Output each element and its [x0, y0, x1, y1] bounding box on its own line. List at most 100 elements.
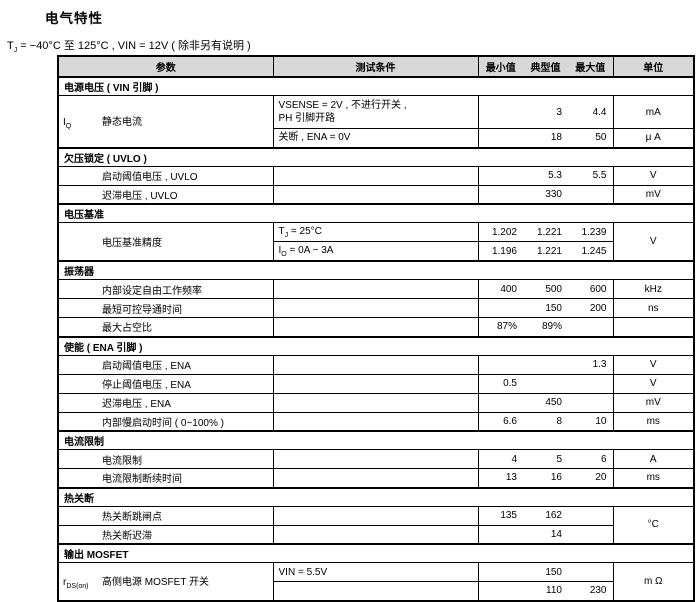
typ-value-cell: 5.3 — [523, 165, 568, 186]
data-row: IO = 0A − 3A 1.196 1.221 1.245 — [58, 241, 694, 262]
parameter-cell: rDS(on) 高侧电源 MOSFET 开关 — [57, 562, 274, 601]
section-label: 电压基准 — [57, 203, 695, 223]
parameter-cell: 内部慢启动时间 ( 0~100% ) — [57, 411, 274, 432]
col-header-parameter: 参数 — [57, 55, 274, 78]
unit-cell: V — [612, 165, 695, 186]
max-value-cell — [568, 562, 613, 582]
typ-value-cell: 150 — [523, 298, 568, 318]
test-condition-cell — [272, 373, 479, 394]
parameter-symbol: rDS(on) — [63, 576, 89, 590]
test-condition-cell — [272, 354, 479, 375]
test-condition-cell: TJ = 25°C — [272, 222, 479, 242]
unit-cell: V — [612, 222, 695, 262]
min-value-cell — [478, 298, 523, 318]
parameter-cell: 电流限制断续时间 — [57, 468, 274, 488]
section-label: 热关断 — [57, 486, 695, 507]
data-row: IQ 静态电流 VSENSE = 2V , 不进行开关 , PH 引脚开路 3 4.4 m… — [57, 95, 695, 148]
data-row: 最大占空比 87% 89% — [57, 317, 695, 337]
data-row: 电压基准精度 TJ = 25°C 1.202 1.221 1.239 V — [57, 222, 695, 262]
unit-cell: mV — [612, 392, 695, 413]
parameter-name: 高侧电源 MOSFET 开关 — [102, 576, 210, 588]
max-value-cell: 10 — [568, 411, 613, 432]
col-header-typ: 典型值 — [523, 55, 568, 78]
min-value-cell: 135 — [478, 505, 523, 526]
max-value-cell — [568, 373, 613, 394]
data-row: 电流限制断续时间 13 16 20 ms — [57, 468, 695, 488]
unit-cell: mA — [612, 95, 695, 129]
max-value-cell: 1.239 — [568, 222, 613, 242]
min-value-cell: 1.196 — [478, 241, 523, 262]
conditions-note-subscript: J — [13, 47, 18, 55]
unit-cell — [612, 317, 695, 337]
min-value-cell — [478, 184, 523, 205]
min-value-cell — [478, 524, 523, 545]
parameter-cell: 电流限制 — [57, 449, 274, 469]
test-condition-cell — [272, 449, 479, 469]
section-label: 振荡器 — [57, 260, 695, 280]
typ-value-cell: 5 — [523, 449, 568, 469]
section-label: 使能 ( ENA 引脚 ) — [57, 335, 695, 356]
section-row: 电压基准 — [57, 203, 695, 223]
section-row: 欠压锁定 ( UVLO ) — [57, 146, 695, 167]
data-row: 停止阈值电压 , ENA 0.5 V — [57, 373, 695, 394]
data-row: 热关断迟滞 14 — [57, 524, 694, 545]
unit-cell: μ A — [612, 128, 695, 148]
test-condition-cell: VSENSE = 2V , 不进行开关 , PH 引脚开路 — [272, 95, 479, 129]
typ-value-cell: 16 — [523, 468, 568, 488]
typ-value-cell: 150 — [523, 562, 568, 582]
section-row: 电源电压 ( VIN 引脚 ) — [57, 76, 695, 96]
test-condition-cell — [272, 298, 479, 318]
parameter-name: 静态电流 — [102, 116, 142, 128]
parameter-cell: 启动阈值电压 , UVLO — [57, 165, 274, 186]
section-row: 使能 ( ENA 引脚 ) — [57, 335, 695, 356]
min-value-cell: 400 — [478, 279, 523, 299]
col-header-unit: 单位 — [612, 55, 695, 78]
max-value-cell — [568, 524, 613, 545]
test-condition-cell — [272, 581, 479, 601]
typ-value-cell: 3 — [523, 95, 568, 129]
max-value-cell — [568, 505, 613, 526]
conditions-note: TJ = −40°C 至 125°C , VIN = 12V ( 除非另有说明 … — [7, 37, 251, 54]
typ-value-cell: 330 — [523, 184, 568, 205]
parameter-cell: IQ 静态电流 — [57, 95, 274, 148]
max-value-cell: 6 — [568, 449, 613, 469]
min-value-cell: 87% — [478, 317, 523, 337]
data-row: rDS(on) 高侧电源 MOSFET 开关 VIN = 5.5V 150 m Ω — [57, 562, 695, 601]
max-value-cell: 20 — [568, 468, 613, 488]
page-title: 电气特性 — [45, 11, 103, 26]
max-value-cell: 50 — [568, 128, 613, 148]
section-label: 电流限制 — [57, 430, 695, 450]
max-value-cell: 5.5 — [568, 165, 613, 186]
typ-value-cell: 110 — [523, 581, 568, 601]
unit-cell: V — [612, 354, 695, 375]
parameter-cell: 电压基准精度 — [57, 222, 274, 262]
parameter-cell: 启动阈值电压 , ENA — [57, 354, 274, 375]
table-header-row: 参数 测试条件 最小值 典型值 最大值 单位 — [57, 55, 695, 78]
data-row: 迟滞电压 , UVLO 330 mV — [57, 184, 695, 205]
unit-cell: kHz — [612, 279, 695, 299]
test-condition-cell: IO = 0A − 3A — [272, 241, 479, 262]
unit-cell: A — [612, 449, 695, 469]
unit-cell: ms — [612, 411, 695, 432]
typ-value-cell: 1.221 — [523, 222, 568, 242]
unit-cell: °C — [612, 505, 695, 545]
parameter-cell: 迟滞电压 , UVLO — [57, 184, 274, 205]
parameter-cell: 最短可控导通时间 — [57, 298, 274, 318]
min-value-cell: 1.202 — [478, 222, 523, 242]
parameter-cell: 热关断迟滞 — [57, 524, 274, 545]
data-row: 启动阈值电压 , UVLO 5.3 5.5 V — [57, 165, 695, 186]
parameter-cell: 迟滞电压 , ENA — [57, 392, 274, 413]
parameter-cell: 热关断跳闸点 — [57, 505, 274, 526]
test-condition-cell — [272, 317, 479, 337]
unit-cell: V — [612, 373, 695, 394]
data-row: 内部慢启动时间 ( 0~100% ) 6.6 8 10 ms — [57, 411, 695, 432]
min-value-cell — [478, 581, 523, 601]
unit-cell: ns — [612, 298, 695, 318]
test-condition-cell: 关断 , ENA = 0V — [272, 128, 479, 148]
max-value-cell — [568, 184, 613, 205]
section-row: 输出 MOSFET — [57, 543, 695, 563]
conditions-note-text: = −40°C 至 125°C , VIN = 12V ( 除非另有说明 ) — [17, 40, 251, 52]
typ-value-cell — [523, 354, 568, 375]
section-row: 振荡器 — [57, 260, 695, 280]
min-value-cell: 4 — [478, 449, 523, 469]
